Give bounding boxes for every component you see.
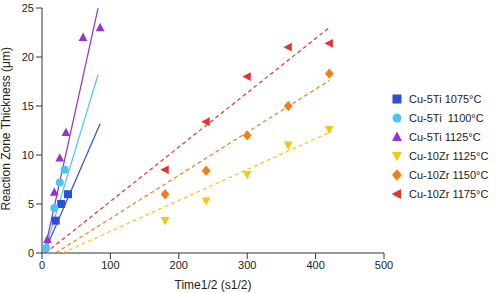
- svg-text:Reaction Zone Thickness (μm): Reaction Zone Thickness (μm): [8, 47, 13, 210]
- svg-text:15: 15: [22, 100, 34, 112]
- svg-text:Time1/2 (s1/2): Time1/2 (s1/2): [175, 278, 252, 292]
- svg-text:10: 10: [22, 149, 34, 161]
- svg-text:100: 100: [101, 259, 119, 271]
- svg-text:25: 25: [22, 2, 34, 14]
- svg-text:200: 200: [170, 259, 188, 271]
- svg-text:400: 400: [306, 259, 324, 271]
- svg-text:5: 5: [28, 198, 34, 210]
- svg-text:20: 20: [22, 51, 34, 63]
- svg-text:0: 0: [39, 259, 45, 271]
- svg-text:500: 500: [375, 259, 393, 271]
- html-text:Cu-5Ti 1125°C: Cu-5Ti 1125°C: [409, 131, 481, 143]
- html-text:Cu-5Ti 1075°C: Cu-5Ti 1075°C: [409, 93, 482, 105]
- html-text:Cu-10Zr 1125°C: Cu-10Zr 1125°C: [409, 150, 489, 162]
- svg-text:300: 300: [238, 259, 256, 271]
- html-text:Cu-10Zr 1175°C: Cu-10Zr 1175°C: [409, 188, 489, 200]
- html-text:Cu-5Ti 1100°C: Cu-5Ti 1100°C: [409, 112, 484, 124]
- html-text:Cu-10Zr 1150°C: Cu-10Zr 1150°C: [409, 169, 489, 181]
- svg-text:0: 0: [28, 247, 34, 259]
